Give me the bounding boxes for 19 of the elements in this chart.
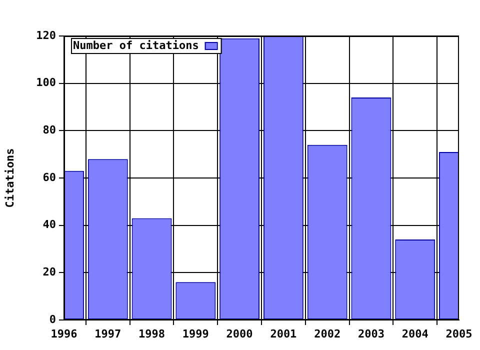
x-tick-label: 2000 xyxy=(226,327,253,340)
y-axis-title: Citations xyxy=(3,148,16,208)
y-tick-label: 120 xyxy=(36,28,56,42)
x-tick-label: 2004 xyxy=(402,327,429,340)
x-tick-label: 1999 xyxy=(182,327,209,340)
x-tick-label: 2003 xyxy=(358,327,384,340)
legend-label: Number of citations xyxy=(73,38,199,52)
x-tick-label: 1997 xyxy=(94,327,122,340)
y-tick-label: 40 xyxy=(42,218,56,232)
x-tick-label: 1996 xyxy=(50,327,78,340)
y-tick-label: 60 xyxy=(42,170,56,184)
x-tick-label: 2001 xyxy=(270,327,298,340)
y-tick-label: 80 xyxy=(42,124,56,137)
x-tick-label: 1998 xyxy=(138,327,166,340)
y-tick-label: 100 xyxy=(36,76,56,90)
y-tick-label: 0 xyxy=(49,312,56,326)
x-tick-label: 2005 xyxy=(446,327,472,340)
y-tick-label: 20 xyxy=(42,266,56,279)
x-tick-label: 2002 xyxy=(314,327,341,340)
